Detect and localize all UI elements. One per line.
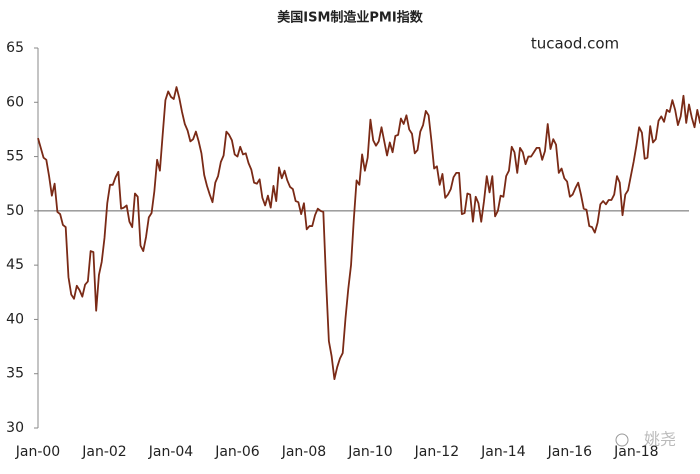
y-tick-label: 35	[6, 366, 24, 382]
x-tick-label: Jan-16	[547, 444, 593, 460]
x-tick-label: Jan-14	[480, 444, 526, 460]
x-tick-label: Jan-04	[148, 444, 194, 460]
watermark-author: 姚尧	[644, 430, 676, 449]
watermark-site: tucaod.com	[531, 35, 619, 53]
y-tick-label: 50	[6, 203, 24, 219]
x-tick-label: Jan-10	[347, 444, 392, 460]
y-tick-label: 40	[6, 311, 24, 327]
x-tick-label: Jan-08	[281, 444, 326, 460]
x-tick-label: Jan-12	[414, 444, 459, 460]
y-tick-label: 45	[6, 257, 24, 273]
x-tick-label: Jan-18	[613, 444, 658, 460]
y-tick-label: 65	[6, 40, 24, 56]
data-line	[37, 86, 700, 381]
x-tick-label: Jan-02	[81, 444, 126, 460]
y-tick-label: 30	[6, 420, 24, 436]
x-tick-label: Jan-06	[214, 444, 260, 460]
y-tick-label: 60	[6, 94, 24, 110]
y-tick-label: 55	[6, 149, 24, 165]
watermark-icon	[615, 433, 629, 447]
chart-title: 美国ISM制造业PMI指数	[277, 10, 423, 26]
x-tick-label: Jan-00	[15, 444, 60, 460]
